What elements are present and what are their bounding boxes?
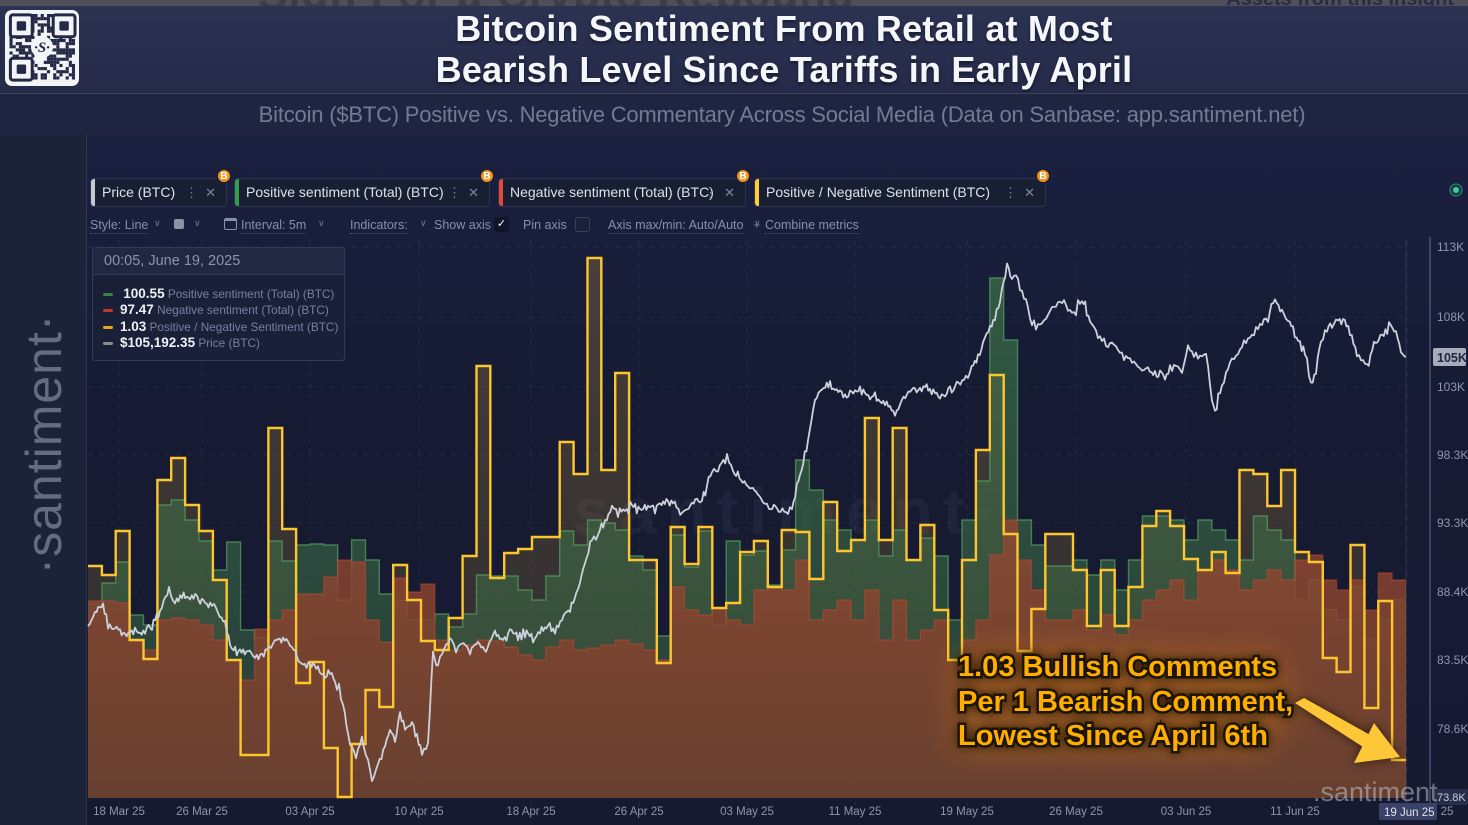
svg-text:19 Jun 25: 19 Jun 25	[1384, 807, 1435, 819]
svg-text:26 May 25: 26 May 25	[1049, 806, 1103, 818]
svg-text:105K: 105K	[1437, 351, 1467, 365]
svg-text:83.5K: 83.5K	[1437, 653, 1468, 667]
svg-text:10 Apr 25: 10 Apr 25	[394, 806, 443, 818]
svg-text:18 Mar 25: 18 Mar 25	[93, 806, 145, 818]
svg-text:11 May 25: 11 May 25	[829, 806, 882, 818]
svg-text:.santiment: .santiment	[1313, 777, 1438, 807]
svg-text:11 Jun 25: 11 Jun 25	[1270, 806, 1320, 818]
svg-text:19 May 25: 19 May 25	[940, 806, 994, 818]
svg-text:88.4K: 88.4K	[1437, 585, 1468, 599]
svg-text:25: 25	[1441, 806, 1454, 818]
svg-text:1.03 Bullish Comments: 1.03 Bullish Comments	[958, 651, 1277, 683]
svg-text:98.3K: 98.3K	[1437, 448, 1468, 462]
svg-text:Per 1 Bearish Comment,: Per 1 Bearish Comment,	[958, 686, 1293, 718]
svg-text:Lowest Since April 6th: Lowest Since April 6th	[958, 720, 1268, 752]
svg-text:26 Mar 25: 26 Mar 25	[176, 806, 228, 818]
svg-text:03 Apr 25: 03 Apr 25	[285, 806, 334, 818]
svg-text:103K: 103K	[1437, 380, 1465, 394]
svg-text:108K: 108K	[1437, 310, 1465, 324]
svg-text:·S·: ·S·	[34, 40, 50, 56]
svg-text:73.8K: 73.8K	[1437, 792, 1466, 804]
svg-text:26 Apr 25: 26 Apr 25	[614, 806, 663, 818]
svg-text:113K: 113K	[1437, 240, 1464, 254]
svg-text:03 May 25: 03 May 25	[720, 806, 774, 818]
svg-text:03 Jun 25: 03 Jun 25	[1161, 806, 1212, 818]
svg-text:93.3K: 93.3K	[1437, 516, 1468, 530]
svg-text:18 Apr 25: 18 Apr 25	[506, 806, 555, 818]
svg-text:78.6K: 78.6K	[1437, 722, 1468, 736]
